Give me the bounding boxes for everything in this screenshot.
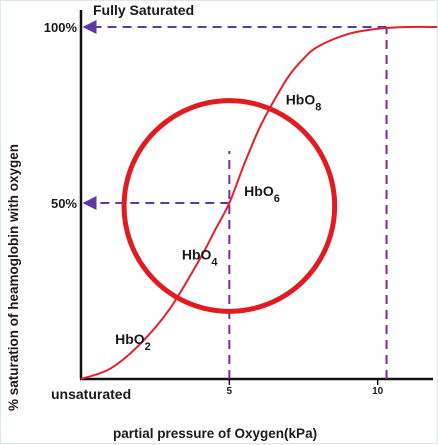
reference-lines [82,20,388,379]
tick-labels: 5 10 50% 100% [44,20,384,397]
highlight-circle [121,98,338,314]
y-tick-label-50: 50% [51,196,77,211]
annotations: HbO2 HbO4 HbO6 HbO8 [115,91,321,352]
bottom-left-label: unsaturated [51,386,131,402]
annotation-hbo8: HbO8 [286,91,322,113]
annotation-hbo6: HbO6 [244,183,280,205]
annotation-hbo2: HbO2 [115,331,151,353]
series-group [80,25,438,380]
x-axis-label: partial pressure of Oxygen(kPa) [113,426,317,441]
y-tick-label-100: 100% [44,20,78,35]
y-axis-label: % saturation of heamoglobin with oxygen [6,144,21,411]
saturation-curve [80,25,438,380]
highlight-group [121,98,338,314]
x-tick-label-5: 5 [227,386,233,397]
chart-title: Fully Saturated [93,2,194,18]
x-tick-label-10: 10 [372,386,384,397]
annotation-hbo4: HbO4 [182,246,219,268]
